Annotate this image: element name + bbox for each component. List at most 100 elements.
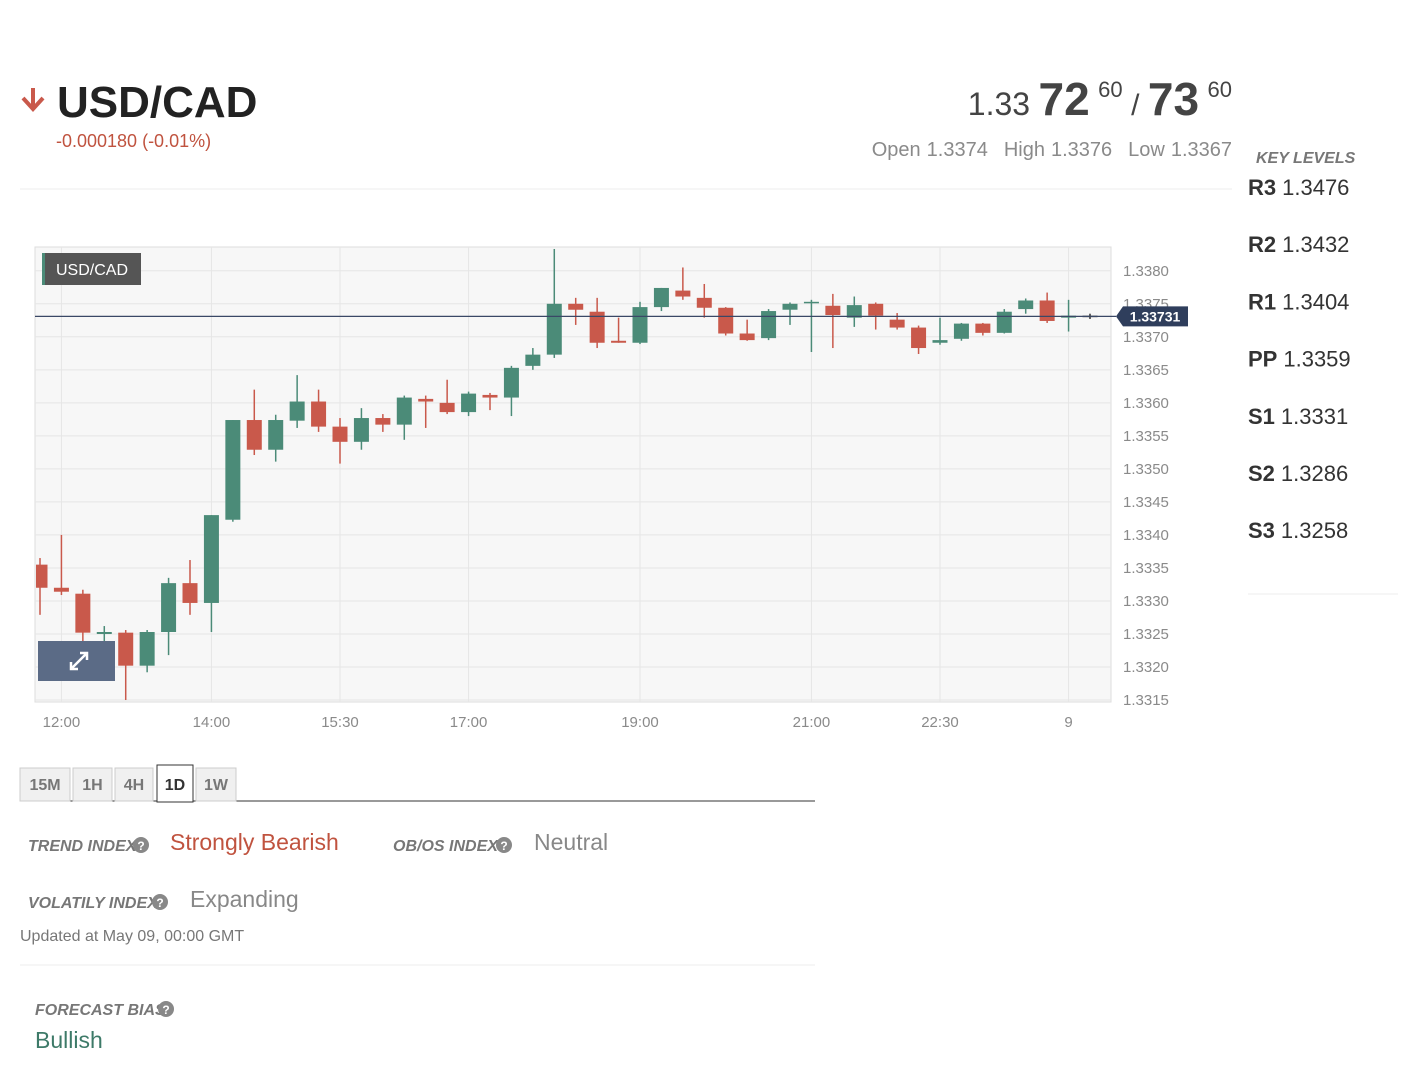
candle-body — [268, 420, 284, 450]
tab-label: 4H — [124, 777, 144, 794]
candle-body — [761, 311, 777, 339]
ohlc-line: Open 1.3374 High 1.3376 Low 1.3367 — [872, 139, 1232, 161]
candle-body — [461, 393, 477, 413]
key-level: S1 1.3331 — [1248, 404, 1348, 429]
candle-body — [932, 340, 948, 343]
candle-body — [975, 323, 991, 333]
ask-fraction: 60 — [1208, 77, 1232, 102]
tab-label: 1H — [82, 777, 102, 794]
help-mark: ? — [137, 839, 144, 853]
candle-body — [225, 420, 241, 520]
candle-body — [653, 287, 669, 308]
key-level-name: R2 — [1248, 232, 1276, 257]
y-tick-label: 1.3365 — [1123, 362, 1169, 379]
tab-box — [195, 767, 237, 802]
index-label: OB/OS INDEX — [393, 838, 499, 855]
key-level-name: R1 — [1248, 289, 1276, 314]
tab-box — [72, 767, 113, 802]
help-mark: ? — [156, 896, 163, 910]
ohlc-label: Low — [1128, 139, 1165, 161]
y-tick-label: 1.3350 — [1123, 461, 1169, 478]
expand-box — [38, 641, 115, 681]
last-price-label: 1.33731 — [1130, 308, 1181, 324]
ohlc-label: High — [1004, 139, 1045, 161]
timeframe-tab[interactable]: 15M — [19, 767, 71, 802]
key-level: R1 1.3404 — [1248, 289, 1349, 314]
candle-body — [353, 418, 369, 442]
candle-body — [311, 401, 327, 427]
key-level-name: R3 — [1248, 175, 1276, 200]
candle-body — [418, 398, 434, 402]
tab-box — [114, 767, 154, 802]
candle-body — [289, 401, 305, 421]
help-icon[interactable]: ? — [133, 837, 149, 853]
candle-body — [36, 564, 48, 588]
ohlc-value: 1.3374 — [927, 139, 988, 161]
index-value: Strongly Bearish — [170, 829, 339, 855]
ohlc-label: Open — [872, 139, 921, 161]
timeframe-tab[interactable]: 1H — [72, 767, 113, 802]
help-circle — [133, 837, 149, 853]
updated: Updated at May 09, 00:00 GMT — [20, 928, 244, 945]
help-circle — [152, 894, 168, 910]
candle-body — [375, 418, 391, 425]
candle-body — [611, 340, 627, 343]
candle-body — [439, 402, 455, 413]
y-tick-label: 1.3370 — [1123, 329, 1169, 346]
help-icon[interactable]: ? — [152, 894, 168, 910]
candle-body — [589, 311, 605, 343]
bid-big: 1.33 — [968, 86, 1030, 122]
index-value: Expanding — [190, 886, 299, 912]
separator: / — [1131, 89, 1140, 122]
forecast-value: Bullish — [35, 1027, 103, 1053]
key-levels-title: KEY LEVELS — [1256, 150, 1356, 167]
expand-button[interactable] — [38, 641, 115, 681]
expand-icon — [69, 651, 89, 671]
x-tick-label: 15:30 — [321, 714, 359, 731]
tab-label: 1W — [204, 777, 229, 794]
y-tick-label: 1.3320 — [1123, 659, 1169, 676]
y-tick-label: 1.3340 — [1123, 527, 1169, 544]
timeframe-tab[interactable]: 1D — [156, 764, 194, 803]
timeframe-tab[interactable]: 4H — [114, 767, 154, 802]
y-tick-label: 1.3330 — [1123, 593, 1169, 610]
chart-label-box — [42, 253, 141, 285]
candle-body — [632, 307, 648, 343]
key-level-value: 1.3258 — [1281, 518, 1348, 543]
ohlc-value: 1.3367 — [1171, 139, 1232, 161]
candle-body — [568, 303, 584, 310]
candle-body — [332, 426, 348, 442]
key-level: R2 1.3432 — [1248, 232, 1349, 257]
key-level-value: 1.3404 — [1282, 289, 1349, 314]
x-tick-label: 17:00 — [450, 714, 488, 731]
candle-body — [846, 305, 862, 318]
candle-body — [825, 305, 841, 316]
candle-body — [525, 354, 541, 366]
candle-body — [75, 593, 91, 633]
x-tick-label: 21:00 — [793, 714, 831, 731]
ask-pips: 73 — [1148, 73, 1199, 125]
candle-body — [675, 290, 691, 297]
help-icon[interactable]: ? — [158, 1001, 174, 1017]
key-level-name: S2 — [1248, 461, 1275, 486]
key-level-value: 1.3359 — [1283, 347, 1350, 372]
key-level-name: S3 — [1248, 518, 1275, 543]
candle-body — [118, 632, 134, 666]
y-tick-label: 1.3315 — [1123, 692, 1169, 709]
candle-body — [1018, 300, 1034, 310]
candle-body — [911, 327, 927, 349]
help-icon[interactable]: ? — [496, 837, 512, 853]
x-tick-label: 12:00 — [43, 714, 81, 731]
bid-ask: 1.33 72 60 / 73 60 — [968, 73, 1232, 125]
bid-fraction: 60 — [1098, 77, 1122, 102]
y-tick-label: 1.3360 — [1123, 395, 1169, 412]
timeframe-tab[interactable]: 1W — [195, 767, 237, 802]
y-tick-label: 1.3380 — [1123, 263, 1169, 280]
change: -0.000180 (-0.01%) — [56, 131, 211, 151]
key-level-value: 1.3432 — [1282, 232, 1349, 257]
key-level-name: S1 — [1248, 404, 1275, 429]
candle-body — [203, 515, 219, 603]
candle-body — [482, 394, 498, 398]
